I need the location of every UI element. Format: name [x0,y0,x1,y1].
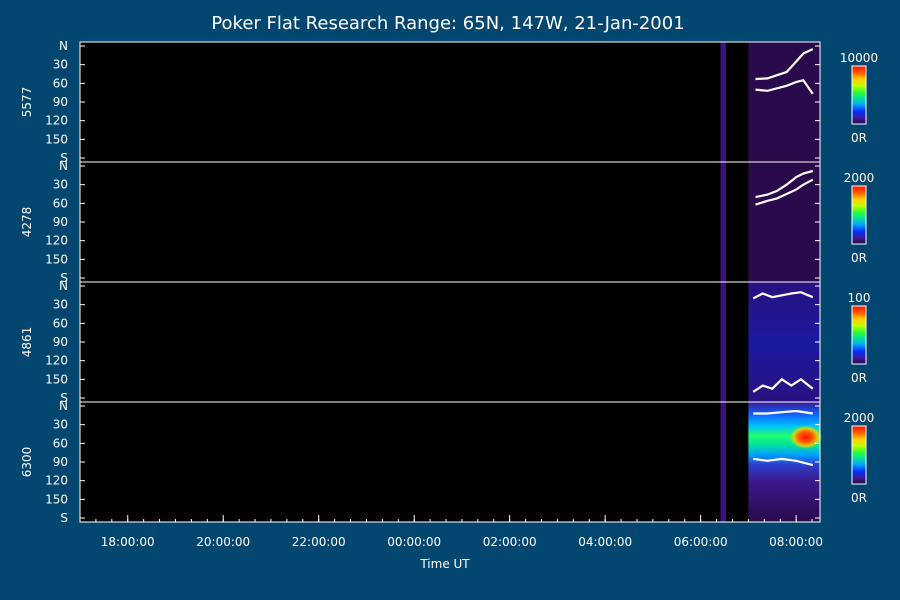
colorbar-min-label: 0R [851,131,867,145]
x-axis: 18:00:00 20:00:00 22:00:00 00:00:00 02:00:00… [79,515,823,549]
y-tick-label: N [59,159,68,173]
y-tick-label: N [59,39,68,53]
x-tick-label: 18:00:00 [101,535,155,549]
y-tick-label: 150 [45,132,68,146]
colorbar [851,185,867,245]
data-segment [720,402,727,522]
data-segment [748,42,820,162]
y-tick-label: S [60,511,68,525]
y-tick-label: 120 [45,114,68,128]
y-tick-label: 30 [53,58,68,72]
y-tick-label: S [60,271,68,285]
chart-title: Poker Flat Research Range: 65N, 147W, 21… [211,13,684,34]
y-tick-label: 120 [45,234,68,248]
data-segment [720,282,727,402]
colorbar-max-label: 2000 [844,171,875,185]
panel-channel-label: 4861 [20,327,34,358]
y-tick-label: S [60,391,68,405]
contour-lower [753,457,814,467]
panel-stack: N 30 60 90 120 150 S 5577 10000 0R N 30 60 90 120 150 S 4… [20,39,878,525]
data-segment [748,402,820,522]
panel-channel-label: 4278 [20,207,34,238]
y-tick-label: 150 [45,252,68,266]
colorbar-min-label: 0R [851,491,867,505]
panel-4278: N 30 60 90 120 150 S 4278 2000 0R [20,159,874,285]
data-segment [748,282,820,402]
y-tick-label: 30 [53,298,68,312]
y-tick-label: 60 [53,436,68,450]
y-tick-label: S [60,151,68,165]
x-tick-label: 04:00:00 [578,535,632,549]
y-tick-label: 120 [45,474,68,488]
colorbar-max-label: 10000 [840,51,878,65]
colorbar-max-label: 100 [848,291,871,305]
x-tick-label: 08:00:00 [769,535,823,549]
colorbar [851,425,867,485]
y-tick-label: 90 [53,455,68,469]
y-tick-label: N [59,399,68,413]
colorbar-min-label: 0R [851,371,867,385]
x-axis-label: Time UT [419,557,470,571]
y-tick-label: 90 [53,335,68,349]
y-tick-label: 60 [53,196,68,210]
y-tick-label: 90 [53,95,68,109]
x-tick-label: 00:00:00 [387,535,441,549]
data-segment [720,42,727,162]
y-tick-label: 150 [45,492,68,506]
data-segment [748,162,820,282]
panel-6300: N 30 60 90 120 150 S 6300 2000 0R [20,399,874,525]
panel-channel-label: 6300 [20,447,34,478]
y-tick-label: 150 [45,372,68,386]
x-tick-label: 06:00:00 [674,535,728,549]
colorbar-max-label: 2000 [844,411,875,425]
plot-area [80,282,820,402]
emission-peak [789,424,823,450]
data-segment [720,162,727,282]
y-tick-label: 60 [53,316,68,330]
y-tick-label: 30 [53,418,68,432]
colorbar [851,65,867,125]
colorbar-min-label: 0R [851,251,867,265]
contour-lower [755,78,814,95]
contour-lower [755,178,814,206]
plot-area [80,162,820,282]
contour-upper [755,169,814,199]
y-tick-label: N [59,279,68,293]
plot-area [80,402,820,522]
panel-5577: N 30 60 90 120 150 S 5577 10000 0R [20,39,878,165]
x-tick-label: 20:00:00 [196,535,250,549]
colorbar [851,305,867,365]
contour-upper [755,48,814,81]
y-tick-label: 60 [53,76,68,90]
plot-area [80,42,820,162]
x-tick-label: 02:00:00 [483,535,537,549]
contour-upper [753,409,813,415]
y-tick-label: 90 [53,215,68,229]
panel-4861: N 30 60 90 120 150 S 4861 100 0R [20,279,870,405]
contour-lower [752,377,814,393]
x-tick-label: 22:00:00 [292,535,346,549]
y-tick-label: 120 [45,354,68,368]
y-tick-label: 30 [53,178,68,192]
panel-channel-label: 5577 [20,87,34,118]
contour-upper [752,291,814,300]
